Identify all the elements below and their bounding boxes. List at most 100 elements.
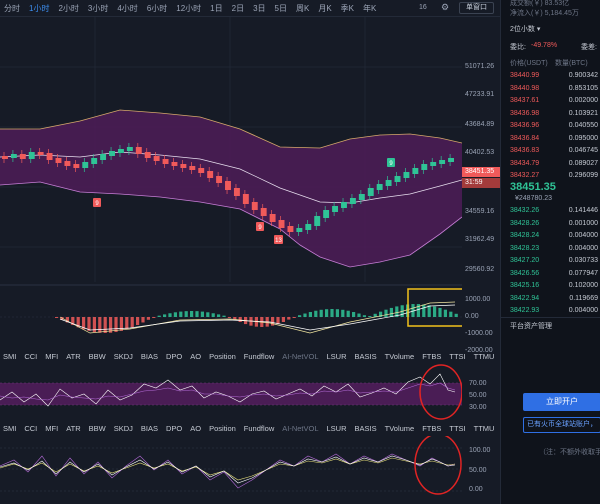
order-book-row[interactable]: 38422.93 0.004000 [510,307,598,318]
main-chart-svg[interactable]: 9 9 9 13 [0,17,462,347]
order-book-row[interactable]: 38436.84 0.095000 [510,135,598,146]
kdj-line-purple [0,453,456,489]
order-book-row[interactable]: 38422.94 0.119669 [510,295,598,306]
indicator-tab[interactable]: AO [190,352,202,361]
huobi-account-button[interactable]: 已有火币全球站账户， [523,417,600,433]
indicator-tab[interactable]: BASIS [354,352,377,361]
indicator-tab[interactable]: TTMU [473,352,495,361]
indicator-tab[interactable]: LSUR [326,352,347,361]
timeframe-2[interactable]: 2小时 [58,3,79,13]
settings-icon[interactable]: ⚙ [441,2,450,12]
timeframe-9[interactable]: 3日 [253,3,266,13]
chart-area[interactable]: 分时 1小时 2小时 3小时 4小时 6小时 12小时 1日 2日 3日 5日 周K 月K 季K 年K 16… [0,0,524,504]
indicator-tab[interactable]: CCI [24,424,38,433]
open-account-button[interactable]: 立即开户 [523,393,600,411]
order-price: 38437.61 [510,97,540,104]
order-book-row[interactable]: 38437.61 0.002000 [510,97,598,108]
indicator-tab[interactable]: AI-NetVOL [282,352,319,361]
order-book-row[interactable]: 38434.79 0.089027 [510,160,598,171]
timeframe-0[interactable]: 分时 [4,3,20,13]
indicator-tab[interactable]: FTBS [422,352,442,361]
timeframe-13[interactable]: 季K [340,3,355,13]
timeframe-1[interactable]: 1小时 [29,3,50,13]
order-book-row[interactable]: 38428.24 0.004000 [510,232,598,243]
order-book-row[interactable]: 38426.56 0.077947 [510,270,598,281]
candle-body [28,152,35,159]
indicator-tab[interactable]: AO [190,424,202,433]
order-book-row[interactable]: 38440.99 0.900342 [510,72,598,83]
macd-bar [281,317,285,322]
rsi-panel [0,364,462,420]
indicator-tab[interactable]: SMI [3,352,17,361]
macd-tick: -1000.00 [465,330,493,337]
indicator-tab[interactable]: FTBS [422,424,442,433]
order-book-row[interactable]: 38436.96 0.040550 [510,122,598,133]
timeframe-10[interactable]: 5日 [274,3,287,13]
indicator-tab[interactable]: SMI [3,424,17,433]
indicator-tab[interactable]: Position [209,424,236,433]
rsi-tick: 50.00 [469,392,487,399]
timeframe-7[interactable]: 1日 [210,3,223,13]
indicator-tab[interactable]: BIAS [140,352,158,361]
timeframe-11[interactable]: 周K [295,3,310,13]
order-book-row[interactable]: 38436.83 0.046745 [510,147,598,158]
indicator-tab[interactable]: CCI [24,352,38,361]
indicator-tab[interactable]: DPO [166,424,183,433]
timeframe-5[interactable]: 6小时 [146,3,168,13]
indicator-tab[interactable]: AI-NetVOL [282,424,319,433]
indicator-tab[interactable]: DPO [166,352,183,361]
order-qty: 0.046745 [568,147,598,154]
indicator-tab[interactable]: Fundflow [243,352,275,361]
indicator-tab[interactable]: TVolume [384,424,415,433]
indicator-tab[interactable]: TTSI [449,352,466,361]
order-book-row[interactable]: 38428.23 0.004000 [510,245,598,256]
indicator-tab[interactable]: ATR [66,352,81,361]
indicator-tab[interactable]: MFI [45,352,59,361]
macd-bar [319,309,323,317]
indicator-tab[interactable]: TTSI [449,424,466,433]
indicator-tab[interactable]: SKDJ [113,352,133,361]
macd-bar [206,312,210,317]
candle-body [109,151,115,156]
indicator-tab[interactable]: BBW [88,352,106,361]
single-window-button[interactable]: 单窗口 [459,2,494,14]
kdj-line-white [0,455,456,484]
order-book-row[interactable]: 38428.26 0.001000 [510,220,598,231]
timeframe-12[interactable]: 月K [318,3,332,13]
indicator-tab[interactable]: BBW [88,424,106,433]
timeframe-6[interactable]: 12小时 [176,3,202,13]
indicator-tab[interactable]: Position [209,352,236,361]
macd-dea-line [59,304,456,331]
turnover-line: 成交额(￥) 83.53亿 [510,0,570,7]
timeframe-3[interactable]: 3小时 [87,3,109,13]
order-price: 38436.83 [510,147,540,154]
precision-select[interactable]: 2位小数 ▾ [510,26,541,33]
order-book-row[interactable]: 38432.26 0.141446 [510,207,598,218]
indicator-tab[interactable]: ATR [66,424,81,433]
order-book-row[interactable]: 38432.27 0.296099 [510,172,598,183]
indicator-tab[interactable]: BASIS [354,424,377,433]
timeframe-8[interactable]: 2日 [231,3,245,13]
macd-bar [271,317,275,326]
macd-bar [422,304,426,317]
timeframe-4[interactable]: 4小时 [117,3,138,13]
order-price: 38428.26 [510,219,540,227]
timeframe-14[interactable]: 年K [363,3,377,13]
order-book-row[interactable]: 38440.98 0.853105 [510,85,598,96]
indicator-tab[interactable]: BIAS [140,424,158,433]
price-axis: 51071.26 47233.91 43684.89 40402.53 3845… [462,17,500,347]
kdj-tick: 0.00 [469,486,483,493]
candle-body [73,164,80,168]
order-book-row[interactable]: 38436.98 0.103921 [510,110,598,121]
indicator-tab[interactable]: TTMU [473,424,495,433]
candle-body [225,181,231,190]
indicator-tab[interactable]: Fundflow [243,424,275,433]
indicator-tab[interactable]: SKDJ [113,424,133,433]
indicator-tab[interactable]: TVolume [384,352,415,361]
asset-management-title: 平台资产管理 [510,323,552,330]
order-book-row[interactable]: 38425.16 0.102000 [510,282,598,293]
indicator-tab[interactable]: LSUR [326,424,347,433]
indicator-tab[interactable]: MFI [45,424,59,433]
price-tick: 34559.16 [465,208,495,215]
order-book-row[interactable]: 38427.20 0.030733 [510,257,598,268]
